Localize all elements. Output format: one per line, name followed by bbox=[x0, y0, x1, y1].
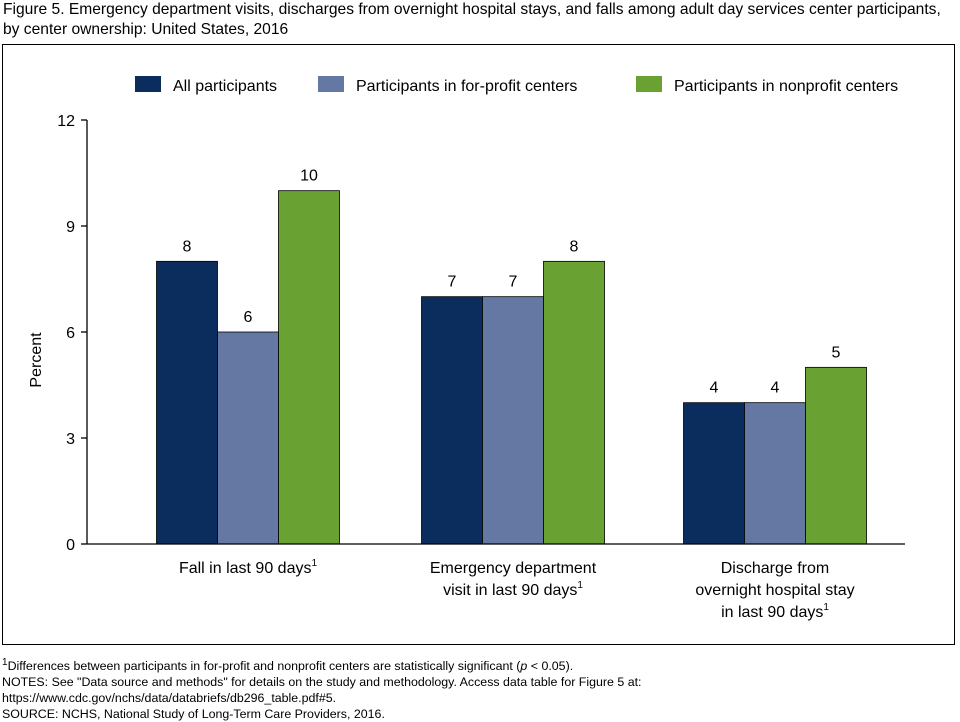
y-tick-label: 9 bbox=[66, 219, 75, 236]
bar-value-label: 4 bbox=[710, 380, 719, 397]
y-tick-label: 6 bbox=[66, 325, 75, 342]
footnote-text-b: < 0.05). bbox=[527, 659, 574, 674]
bars: 8 6 10 7 7 8 4 4 5 bbox=[156, 168, 867, 545]
bar-1-1 bbox=[156, 260, 218, 545]
bar-3-3 bbox=[805, 366, 867, 545]
x-category-footnote: 1 bbox=[823, 602, 829, 613]
bar-2-3 bbox=[543, 260, 605, 545]
x-category-line: overnight hospital stay bbox=[695, 582, 854, 599]
bar-value-label: 4 bbox=[771, 380, 780, 397]
notes: 1Differences between participants in for… bbox=[2, 655, 957, 722]
bar-1-2 bbox=[217, 331, 279, 545]
x-axis: Fall in last 90 days1 Emergency departmen… bbox=[87, 543, 905, 621]
footnote-text-a: Differences between participants in for-… bbox=[7, 659, 521, 674]
legend-swatch bbox=[318, 76, 344, 92]
x-category-footnote: 1 bbox=[311, 558, 317, 569]
bar-value-label: 6 bbox=[244, 309, 253, 326]
bar-3-2 bbox=[744, 402, 806, 545]
bar-value-label: 7 bbox=[448, 274, 457, 291]
bar-1-3 bbox=[278, 190, 340, 545]
legend-label: Participants in for-profit centers bbox=[356, 78, 577, 95]
x-category-line: Discharge from bbox=[721, 560, 829, 577]
x-category-footnote: 1 bbox=[577, 580, 583, 591]
bar-value-label: 10 bbox=[300, 168, 318, 185]
y-tick-label: 0 bbox=[66, 537, 75, 554]
legend-label: All participants bbox=[173, 78, 277, 95]
legend-swatch bbox=[135, 76, 161, 92]
x-category-line: Fall in last 90 days bbox=[179, 560, 312, 577]
x-category-label: Fall in last 90 days1 bbox=[179, 558, 318, 577]
bar-value-label: 7 bbox=[509, 274, 518, 291]
notes-line: NOTES: See "Data source and methods" for… bbox=[2, 675, 642, 690]
bar-value-label: 8 bbox=[570, 238, 579, 255]
x-category-label: Discharge from overnight hospital stay in … bbox=[695, 560, 854, 621]
y-tick-label: 3 bbox=[66, 431, 75, 448]
bar-value-label: 5 bbox=[832, 344, 841, 361]
x-category-line: visit in last 90 days bbox=[443, 582, 577, 599]
source-line: SOURCE: NCHS, National Study of Long-Ter… bbox=[2, 707, 385, 722]
x-category-line: Emergency department bbox=[430, 560, 597, 577]
x-category-label: Emergency department visit in last 90 day… bbox=[430, 560, 597, 599]
footnote-p: p bbox=[520, 659, 528, 674]
legend: All participants Participants in for-prof… bbox=[135, 76, 898, 95]
chart-frame: All participants Participants in for-prof… bbox=[2, 44, 955, 645]
bar-2-1 bbox=[421, 296, 483, 545]
data-table-url[interactable]: https://www.cdc.gov/nchs/data/databriefs… bbox=[2, 691, 337, 706]
legend-swatch bbox=[636, 76, 662, 92]
figure-title: Figure 5. Emergency department visits, d… bbox=[3, 1, 941, 38]
legend-label: Participants in nonprofit centers bbox=[674, 78, 898, 95]
bar-3-1 bbox=[683, 402, 745, 545]
y-axis-label: Percent bbox=[28, 332, 45, 388]
y-tick-label: 12 bbox=[57, 113, 75, 130]
x-category-line: in last 90 days bbox=[721, 604, 823, 621]
bar-chart: All participants Participants in for-prof… bbox=[28, 76, 905, 621]
bar-2-2 bbox=[482, 296, 544, 545]
footnote-1: 1Differences between participants in for… bbox=[2, 655, 957, 674]
y-axis: 0 3 6 9 12 Percent bbox=[28, 113, 88, 554]
bar-value-label: 8 bbox=[183, 238, 192, 255]
footnote-marker: 1 bbox=[2, 657, 8, 668]
